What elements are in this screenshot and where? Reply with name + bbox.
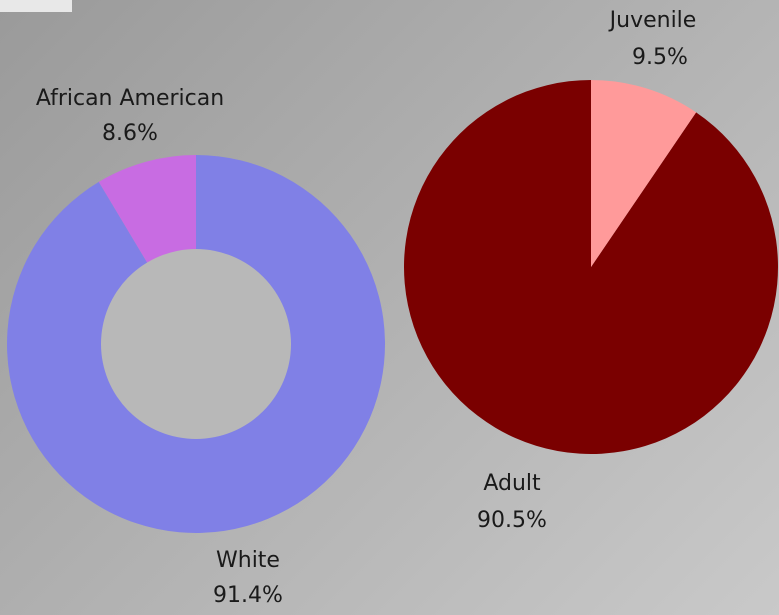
race-donut-chart: African American 8.6% White 91.4%: [6, 86, 385, 608]
label-adult: Adult: [483, 471, 541, 496]
label-juvenile: Juvenile: [608, 8, 697, 33]
label-white: White: [216, 548, 280, 573]
age-pie-chart: Juvenile 9.5% Adult 90.5%: [404, 8, 779, 533]
value-white: 91.4%: [213, 583, 283, 608]
donut-hole: [101, 249, 291, 439]
pie-slice-juvenile: [591, 80, 697, 267]
value-african-american: 8.6%: [102, 121, 158, 146]
pie-slice-adult: [404, 80, 779, 454]
value-juvenile: 9.5%: [632, 45, 688, 70]
value-adult: 90.5%: [477, 508, 547, 533]
corner-arrow-shape: [0, 0, 72, 12]
label-african-american: African American: [36, 86, 224, 111]
